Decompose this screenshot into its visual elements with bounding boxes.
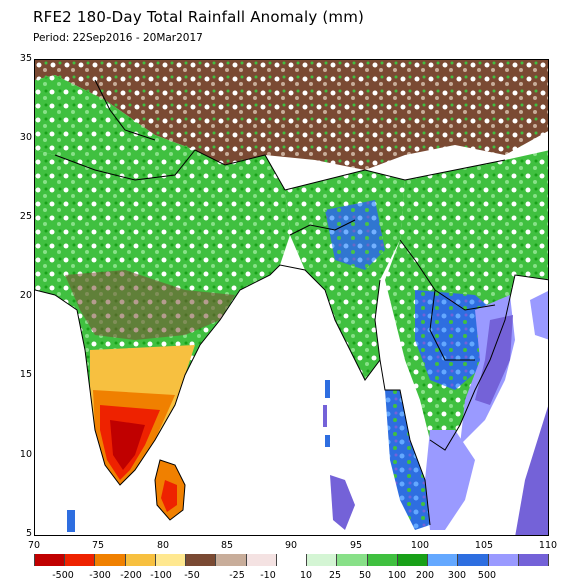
legend-swatch-13 bbox=[428, 554, 459, 566]
legend-label: -300 bbox=[89, 570, 111, 581]
lon-tick-85: 85 bbox=[220, 540, 234, 551]
map-title: RFE2 180-Day Total Rainfall Anomaly (mm) bbox=[33, 8, 365, 26]
lon-tick-110: 110 bbox=[538, 540, 558, 551]
lat-tick-30: 30 bbox=[19, 132, 32, 143]
lon-tick-75: 75 bbox=[91, 540, 105, 551]
legend-label: 300 bbox=[447, 570, 467, 581]
lon-tick-100: 100 bbox=[410, 540, 430, 551]
legend-swatch-2 bbox=[95, 554, 126, 566]
legend-label: 25 bbox=[328, 570, 342, 581]
region-malay-peninsula bbox=[385, 390, 430, 530]
rainfall-anomaly-map bbox=[34, 59, 549, 536]
legend-color-bar bbox=[34, 554, 549, 566]
legend-label: -100 bbox=[150, 570, 172, 581]
legend-swatch-16 bbox=[518, 554, 549, 566]
lon-tick-105: 105 bbox=[474, 540, 494, 551]
legend-swatch-1 bbox=[65, 554, 96, 566]
lat-tick-25: 25 bbox=[19, 211, 32, 222]
legend-swatch-15 bbox=[488, 554, 519, 566]
legend-swatch-6 bbox=[216, 554, 247, 566]
legend-swatch-5 bbox=[186, 554, 217, 566]
legend-swatch-10 bbox=[337, 554, 368, 566]
lat-tick-15: 15 bbox=[19, 369, 32, 380]
legend-swatch-9 bbox=[307, 554, 338, 566]
legend-label: -25 bbox=[229, 570, 245, 581]
legend-label: -10 bbox=[260, 570, 276, 581]
legend-swatch-8 bbox=[276, 554, 308, 566]
legend-swatch-7 bbox=[246, 554, 277, 566]
legend-label: -50 bbox=[184, 570, 200, 581]
legend-swatch-11 bbox=[367, 554, 398, 566]
legend-swatch-12 bbox=[397, 554, 429, 566]
legend-label: 500 bbox=[477, 570, 497, 581]
lat-tick-35: 35 bbox=[19, 53, 32, 64]
lat-tick-10: 10 bbox=[19, 449, 32, 460]
legend-label: 100 bbox=[387, 570, 407, 581]
legend-swatch-4 bbox=[155, 554, 187, 566]
lon-tick-95: 95 bbox=[349, 540, 363, 551]
legend-swatch-14 bbox=[458, 554, 489, 566]
lon-tick-90: 90 bbox=[284, 540, 298, 551]
map-period: Period: 22Sep2016 - 20Mar2017 bbox=[33, 32, 203, 44]
lat-tick-20: 20 bbox=[19, 290, 32, 301]
lon-tick-80: 80 bbox=[156, 540, 170, 551]
legend-swatch-0 bbox=[34, 554, 66, 566]
region-north-dry bbox=[35, 60, 548, 170]
lon-tick-70: 70 bbox=[27, 540, 41, 551]
legend-label: 10 bbox=[299, 570, 313, 581]
legend-label: -500 bbox=[52, 570, 74, 581]
legend-label: 50 bbox=[358, 570, 372, 581]
legend-label: -200 bbox=[120, 570, 142, 581]
lat-tick-5: 5 bbox=[25, 528, 32, 539]
legend-label: 200 bbox=[415, 570, 435, 581]
legend-swatch-3 bbox=[125, 554, 156, 566]
map-canvas bbox=[35, 60, 548, 535]
